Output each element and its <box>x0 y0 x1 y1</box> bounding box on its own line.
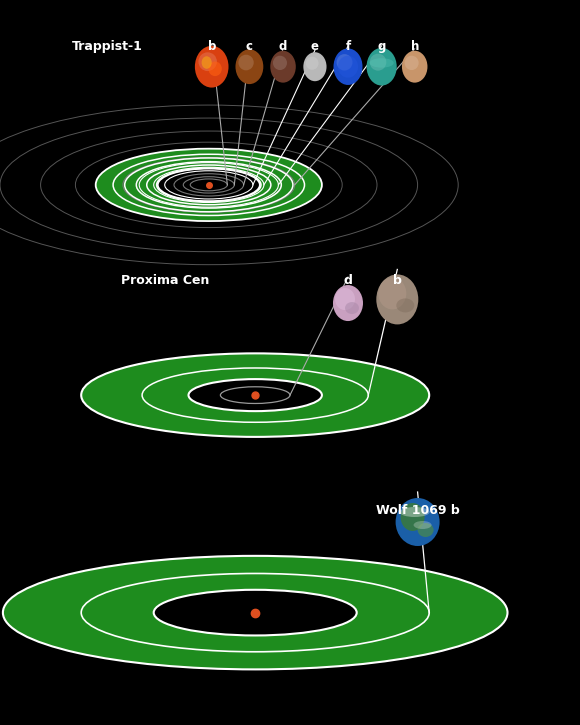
Ellipse shape <box>369 58 394 67</box>
Ellipse shape <box>202 57 212 69</box>
Ellipse shape <box>333 285 363 321</box>
Ellipse shape <box>334 49 362 85</box>
Ellipse shape <box>81 353 429 437</box>
Ellipse shape <box>306 57 318 70</box>
Ellipse shape <box>335 288 355 310</box>
Text: Trappist-1: Trappist-1 <box>72 40 143 53</box>
Ellipse shape <box>396 299 414 312</box>
Ellipse shape <box>367 48 397 86</box>
Ellipse shape <box>376 275 418 324</box>
Ellipse shape <box>401 503 425 531</box>
Ellipse shape <box>418 523 434 537</box>
Ellipse shape <box>198 52 217 71</box>
Ellipse shape <box>195 46 229 88</box>
Ellipse shape <box>405 56 419 70</box>
Ellipse shape <box>96 149 322 221</box>
Ellipse shape <box>338 56 358 78</box>
Text: c: c <box>246 40 253 53</box>
Text: b: b <box>393 274 402 287</box>
Text: g: g <box>378 40 386 53</box>
Ellipse shape <box>378 278 407 310</box>
Text: h: h <box>411 40 419 53</box>
Ellipse shape <box>235 49 263 84</box>
Ellipse shape <box>238 54 253 70</box>
Ellipse shape <box>270 51 296 83</box>
Ellipse shape <box>402 51 427 83</box>
Text: d: d <box>279 40 287 53</box>
Text: b: b <box>208 40 216 53</box>
Text: d: d <box>343 274 353 287</box>
Ellipse shape <box>414 521 432 529</box>
Ellipse shape <box>336 54 353 70</box>
Text: Wolf 1069 b: Wolf 1069 b <box>376 504 459 517</box>
Text: e: e <box>311 40 319 53</box>
Ellipse shape <box>369 54 386 70</box>
Text: f: f <box>345 40 351 53</box>
Ellipse shape <box>396 498 440 546</box>
Text: Proxima Cen: Proxima Cen <box>121 274 209 287</box>
Ellipse shape <box>303 52 327 81</box>
Ellipse shape <box>345 302 359 314</box>
Ellipse shape <box>158 168 260 202</box>
Ellipse shape <box>154 590 357 635</box>
Ellipse shape <box>400 507 430 517</box>
Ellipse shape <box>3 556 508 669</box>
Ellipse shape <box>188 379 322 411</box>
Ellipse shape <box>273 56 287 70</box>
Ellipse shape <box>208 62 222 76</box>
